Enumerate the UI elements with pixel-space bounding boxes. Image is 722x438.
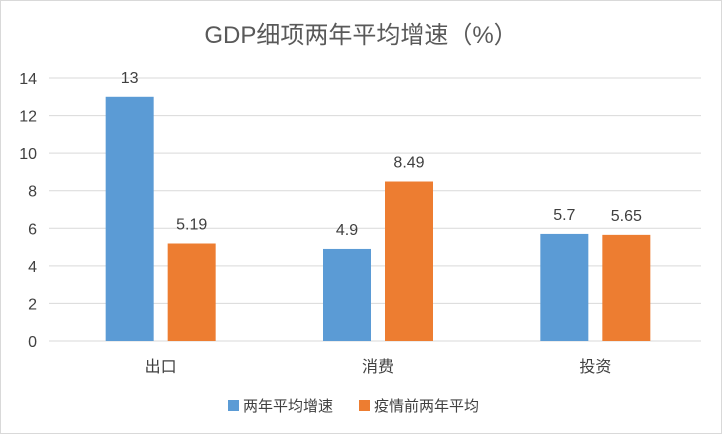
y-tick-label: 6: [28, 221, 37, 238]
data-label: 5.65: [611, 208, 642, 225]
y-tick-label: 10: [19, 146, 37, 163]
bars: [105, 96, 651, 342]
data-label: 8.49: [393, 155, 424, 172]
y-axis: 0 2 4 6 8 10 12 14: [19, 71, 37, 351]
y-tick-label: 8: [28, 184, 37, 201]
y-tick-label: 0: [28, 334, 37, 351]
data-label: 5.7: [553, 207, 575, 224]
y-tick-label: 14: [19, 71, 37, 88]
x-category-label: 消费: [362, 358, 394, 376]
chart-title: GDP细项两年平均增速（%）: [204, 22, 517, 49]
bar: [602, 234, 651, 341]
y-tick-label: 12: [19, 109, 37, 126]
legend-label: 疫情前两年平均: [374, 398, 479, 415]
bar: [323, 248, 371, 341]
bar: [105, 96, 154, 342]
legend-label: 两年平均增速: [243, 398, 333, 415]
bar: [540, 233, 589, 341]
bar: [385, 181, 433, 341]
y-tick-label: 4: [28, 259, 37, 276]
bar: [167, 243, 216, 341]
legend-swatch: [228, 400, 239, 411]
data-label: 5.19: [176, 217, 207, 234]
x-category-label: 投资: [579, 358, 611, 376]
gridlines: [49, 77, 701, 342]
data-labels: 13 5.19 4.9 8.49 5.7 5.65: [121, 70, 642, 239]
data-label: 4.9: [336, 222, 358, 239]
legend-swatch: [359, 400, 370, 411]
data-label: 13: [121, 70, 139, 87]
y-tick-label: 2: [28, 296, 37, 313]
x-category-label: 出口: [145, 358, 177, 376]
legend: 两年平均增速 疫情前两年平均: [228, 398, 479, 415]
x-axis: 出口 消费 投资: [145, 358, 612, 376]
